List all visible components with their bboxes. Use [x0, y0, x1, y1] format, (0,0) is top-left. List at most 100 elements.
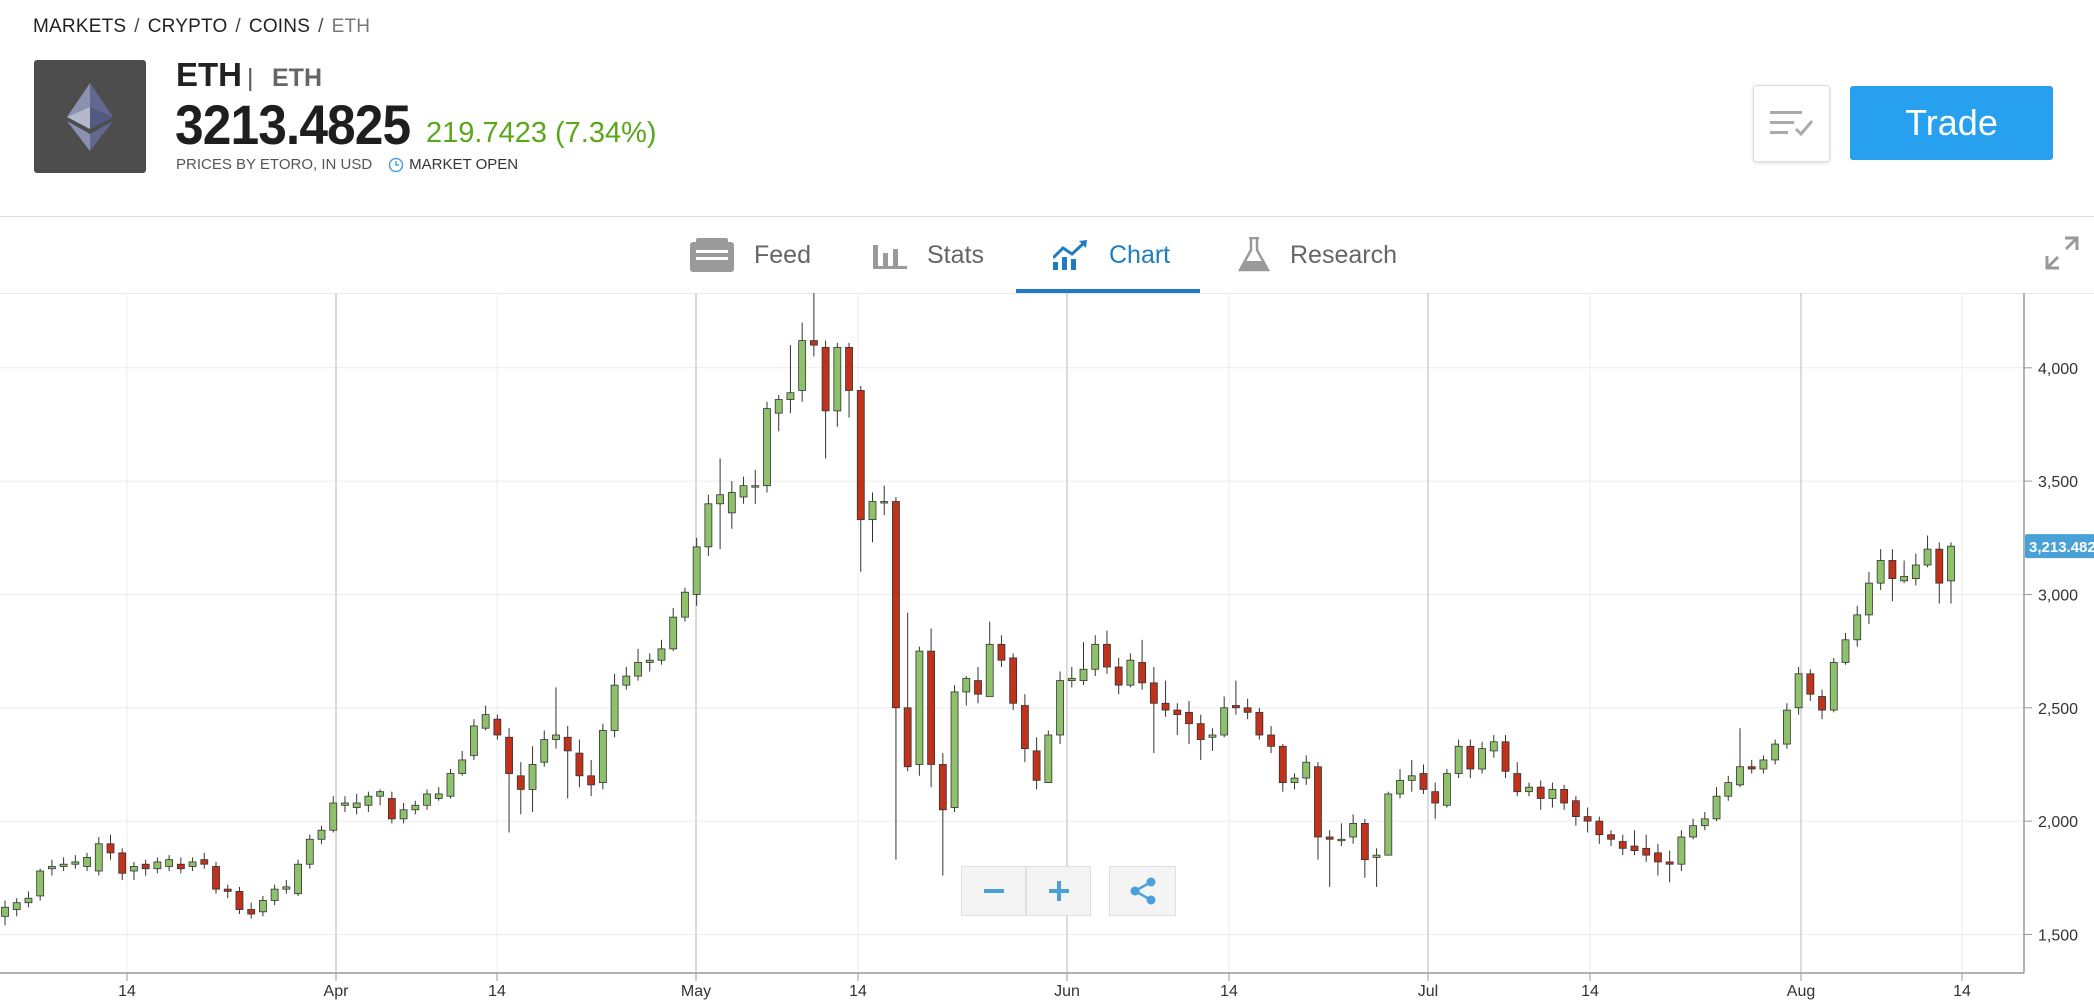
candle-body — [692, 546, 701, 595]
candle-body — [1911, 564, 1920, 579]
candle-body — [868, 501, 877, 521]
zoom-out-button[interactable] — [961, 866, 1026, 916]
zoom-in-button[interactable] — [1026, 866, 1091, 916]
breadcrumb-separator: / — [134, 16, 140, 37]
y-tick-label: 4,000 — [2038, 361, 2078, 378]
watchlist-icon — [1769, 110, 1813, 136]
candle-body — [610, 684, 619, 731]
candle-body — [1513, 773, 1522, 793]
candle-body — [1173, 709, 1182, 716]
candle-body — [235, 891, 244, 910]
tab-feed[interactable]: Feed — [690, 217, 811, 293]
candle-body — [809, 340, 818, 346]
candle-body — [153, 861, 162, 870]
candle-body — [962, 677, 971, 693]
price-chart[interactable]: 4,000 3,500 3,000 2,500 2,000 1,500 14 Apr 14 May… — [0, 293, 2094, 1008]
breadcrumb-markets[interactable]: MARKETS — [33, 16, 127, 37]
x-tick-label: Jul — [1418, 983, 1438, 1000]
candle-body — [1454, 745, 1463, 774]
candle-body — [94, 843, 103, 872]
candle-body — [1009, 657, 1018, 704]
candle-body — [727, 492, 736, 514]
candle-body — [892, 501, 900, 709]
candle-body — [927, 650, 936, 765]
candle-body — [1056, 680, 1064, 736]
trade-button[interactable]: Trade — [1850, 86, 2053, 160]
candle-body — [1782, 709, 1791, 745]
candle-body — [622, 675, 631, 686]
candle-body — [47, 866, 56, 870]
candle-body — [223, 888, 232, 892]
x-tick-label: Jun — [1054, 983, 1080, 1000]
candle-body — [1103, 643, 1111, 668]
candle-body — [1407, 775, 1416, 781]
tab-stats[interactable]: Stats — [873, 217, 984, 293]
candle-body — [763, 408, 771, 487]
tab-research[interactable]: Research — [1238, 217, 1397, 293]
candle-body — [1149, 682, 1158, 704]
candle-body — [1700, 818, 1709, 827]
candle-body — [1525, 786, 1533, 793]
candle-body — [1876, 560, 1885, 584]
candle-body — [423, 793, 431, 806]
plus-icon — [1048, 881, 1069, 901]
candle-body — [833, 347, 842, 412]
candle-body — [1677, 836, 1686, 865]
candle-body — [1630, 845, 1639, 851]
y-tick-label: 1,500 — [2038, 927, 2078, 944]
x-tick-label: 14 — [1581, 983, 1599, 1000]
tab-bar: Feed Stats Chart — [0, 217, 2094, 294]
candle-body — [270, 888, 279, 901]
candle-body — [1818, 696, 1826, 711]
current-price: 3213.4825 — [175, 93, 411, 156]
candle-body — [329, 802, 338, 831]
candle-body — [1278, 745, 1287, 784]
last-price-label: 3,213.482 — [2029, 539, 2094, 556]
candle-body — [1419, 773, 1428, 790]
candle-body — [739, 485, 748, 498]
candle-body — [645, 659, 654, 663]
header-divider — [0, 216, 2094, 217]
candle-body — [247, 909, 256, 915]
candle-body — [880, 501, 889, 504]
candle-body — [305, 838, 314, 865]
breadcrumb-crypto[interactable]: CRYPTO — [147, 16, 228, 37]
candle-body — [1325, 836, 1334, 840]
candle-body — [411, 804, 420, 811]
candle-body — [1759, 759, 1768, 770]
candle-body — [950, 691, 959, 808]
candle-body — [1888, 560, 1897, 580]
candle-body — [1255, 711, 1264, 736]
candle-body — [1372, 854, 1381, 858]
watchlist-button[interactable] — [1753, 85, 1830, 162]
candle-body — [364, 795, 373, 806]
candle-body — [176, 863, 185, 870]
x-tick-label: 14 — [1953, 983, 1971, 1000]
candle-body — [1161, 702, 1170, 711]
candle-body — [856, 390, 865, 521]
candle-body — [1478, 748, 1486, 770]
candle-body — [1020, 705, 1029, 749]
tab-chart[interactable]: Chart — [1053, 217, 1170, 293]
breadcrumb-eth: ETH — [331, 16, 371, 37]
instrument-logo — [34, 60, 146, 173]
candle-body — [1853, 614, 1862, 641]
candle-body — [1724, 782, 1733, 797]
expand-icon[interactable] — [2045, 236, 2079, 275]
candle-body — [1290, 777, 1299, 784]
candle-body — [1642, 847, 1651, 856]
candle-body — [540, 739, 549, 763]
candle-body — [1947, 545, 1955, 582]
candle-body — [481, 714, 490, 729]
chart-icon — [1053, 240, 1089, 270]
candle-body — [1208, 734, 1217, 738]
y-tick-label: 2,500 — [2038, 701, 2078, 718]
share-button[interactable] — [1109, 866, 1176, 916]
candle-body — [317, 829, 326, 840]
candle-body — [751, 485, 760, 488]
candle-body — [1595, 820, 1604, 836]
breadcrumb-coins[interactable]: COINS — [248, 16, 311, 37]
active-tab-indicator — [1016, 289, 1200, 293]
candle-body — [1126, 659, 1135, 686]
candle-body — [1712, 795, 1721, 820]
